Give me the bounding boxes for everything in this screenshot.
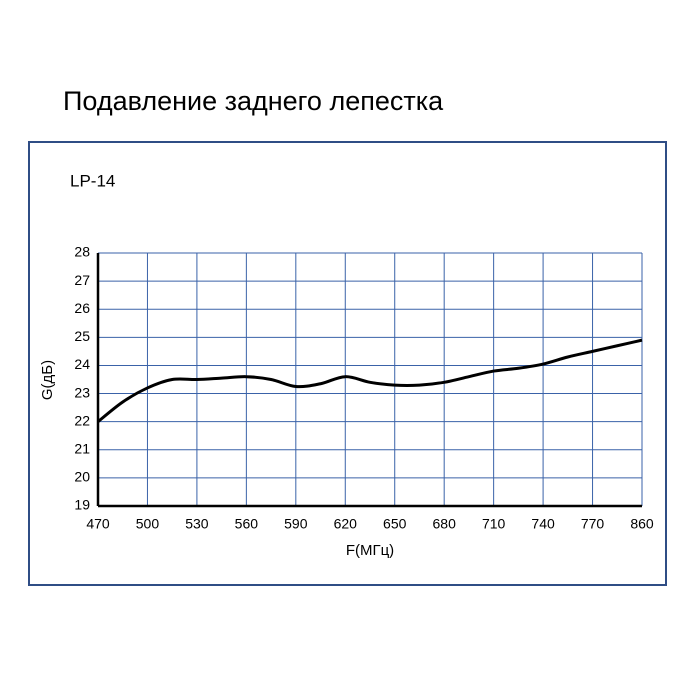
y-tick-label: 28	[74, 244, 90, 260]
chart-frame	[28, 141, 667, 586]
y-tick-label: 23	[74, 384, 90, 400]
x-tick-label: 470	[86, 516, 110, 532]
y-tick-label: 20	[74, 469, 90, 485]
x-tick-label: 860	[630, 516, 654, 532]
x-axis-label: F(МГц)	[346, 542, 394, 559]
data-line	[97, 338, 643, 423]
x-tick-label: 770	[581, 516, 605, 532]
x-tick-label: 620	[334, 516, 358, 532]
x-tick-label: 560	[235, 516, 259, 532]
y-tick-label: 19	[74, 497, 90, 513]
x-tick-label: 530	[185, 516, 209, 532]
y-tick-label: 21	[74, 440, 90, 456]
x-tick-label: 500	[136, 516, 160, 532]
y-tick-label: 27	[74, 272, 90, 288]
x-tick-label: 710	[482, 516, 506, 532]
y-tick-label: 26	[74, 300, 90, 316]
y-tick-label: 24	[74, 356, 90, 372]
x-tick-label: 740	[531, 516, 555, 532]
x-tick-label: 680	[433, 516, 457, 532]
x-tick-label: 650	[383, 516, 407, 532]
y-axis-label: G(дБ)	[39, 360, 56, 400]
chart-title: Подавление заднего лепестка	[63, 86, 444, 116]
y-tick-label: 25	[74, 328, 90, 344]
y-tick-label: 22	[74, 412, 90, 428]
x-tick-label: 590	[284, 516, 308, 532]
chart-subtitle: LP-14	[70, 171, 115, 190]
